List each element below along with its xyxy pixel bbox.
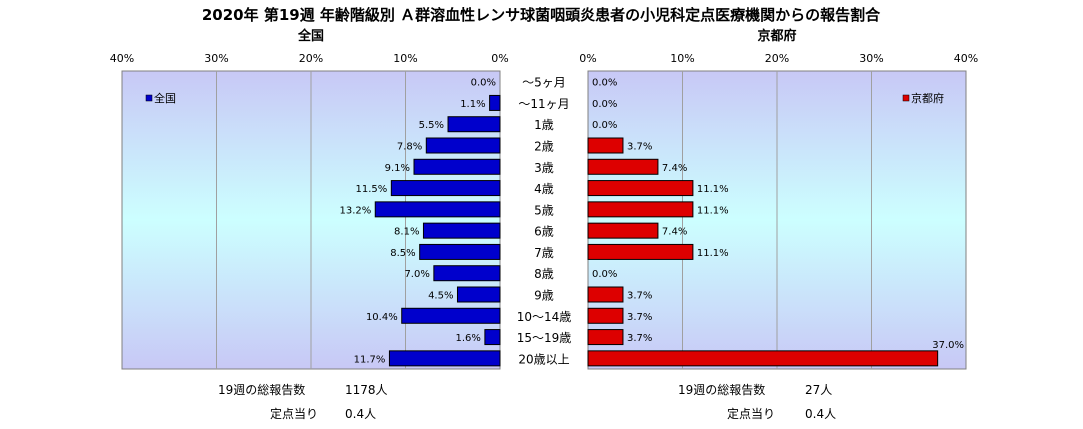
category-label: 5歳 — [534, 203, 554, 217]
bar — [587, 222, 659, 239]
panel-subtitle: 京都府 — [757, 28, 796, 44]
data-label: 11.5% — [356, 184, 388, 195]
bar — [447, 116, 501, 133]
bar — [374, 201, 501, 218]
category-label: 4歳 — [534, 182, 554, 196]
left-per-value: 0.4人 — [345, 407, 376, 421]
left-total-label: 19週の総報告数 — [218, 382, 305, 397]
bar — [587, 243, 694, 260]
left-total-value: 1178人 — [345, 383, 388, 397]
chart-footer: 19週の総報告数 1178人 定点当り 0.4人 19週の総報告数 27人 定点… — [218, 382, 836, 421]
category-label: ～5ヶ月 — [522, 76, 566, 90]
tick-label: 20% — [765, 52, 789, 65]
tick-label: 10% — [670, 52, 694, 65]
bar — [422, 222, 501, 239]
right-total-label: 19週の総報告数 — [678, 382, 765, 397]
bar — [587, 350, 939, 367]
right-per-value: 0.4人 — [805, 407, 836, 421]
data-label: 3.7% — [627, 291, 652, 302]
tick-label: 10% — [393, 52, 417, 65]
bar — [587, 307, 624, 324]
left-per-label: 定点当り — [270, 406, 318, 421]
category-labels: ～5ヶ月 ～11ヶ月 1歳 2歳 3歳 4歳 5歳 6歳 7歳 8歳 9歳 10～14歳 15～19歳 2… — [517, 76, 572, 367]
panel-kyoto: 京都府 0% 10% 20% 30% 40% 0.0% 0.0% 0.0% 3.7% 7.4% 11.… — [579, 28, 978, 370]
bar — [388, 350, 501, 367]
right-total-value: 27人 — [805, 383, 832, 397]
bar — [587, 286, 624, 303]
data-label: 10.4% — [366, 312, 398, 323]
bar — [419, 243, 501, 260]
category-label: 15～19歳 — [517, 331, 572, 345]
tick-label: 40% — [110, 52, 134, 65]
category-label: 1歳 — [534, 118, 554, 132]
data-label: 7.4% — [662, 227, 687, 238]
data-label: 3.7% — [627, 333, 652, 344]
data-label: 0.0% — [592, 269, 617, 280]
legend-label: 全国 — [154, 91, 176, 105]
data-label: 3.7% — [627, 142, 652, 153]
tick-label: 30% — [204, 52, 228, 65]
legend-swatch — [902, 94, 910, 102]
data-label: 37.0% — [932, 340, 964, 351]
tick-label: 0% — [579, 52, 596, 65]
bar — [390, 180, 501, 197]
category-label: 3歳 — [534, 161, 554, 175]
bar — [587, 329, 624, 346]
legend-swatch — [145, 94, 153, 102]
category-label: 7歳 — [534, 246, 554, 260]
category-label: 8歳 — [534, 267, 554, 281]
data-label: 3.7% — [627, 312, 652, 323]
bar — [587, 201, 694, 218]
data-label: 4.5% — [428, 291, 453, 302]
category-label: 20歳以上 — [518, 352, 569, 366]
category-label: 10～14歳 — [517, 310, 572, 324]
data-label: 9.1% — [385, 163, 410, 174]
data-label: 8.5% — [390, 248, 415, 259]
category-label: 2歳 — [534, 140, 554, 154]
legend-label: 京都府 — [911, 91, 944, 105]
data-label: 0.0% — [592, 120, 617, 131]
panel-subtitle: 全国 — [297, 28, 324, 44]
tick-label: 40% — [954, 52, 978, 65]
category-label: 6歳 — [534, 225, 554, 239]
data-label: 7.0% — [404, 269, 429, 280]
data-label: 11.1% — [697, 205, 729, 216]
bar — [413, 158, 501, 175]
data-label: 11.7% — [354, 354, 386, 365]
bar — [587, 137, 624, 154]
bar — [587, 180, 694, 197]
bar — [425, 137, 501, 154]
bar — [587, 158, 659, 175]
data-label: 0.0% — [592, 78, 617, 89]
chart-panels: 全国 0% 10% 20% 30% 40% 0.0% 1.1% 5.5% 7.8% 9.1% 11.5… — [110, 28, 978, 370]
bar — [433, 265, 501, 282]
panel-national: 全国 0% 10% 20% 30% 40% 0.0% 1.1% 5.5% 7.8% 9.1% 11.5… — [110, 28, 509, 370]
category-label: 9歳 — [534, 289, 554, 303]
data-label: 7.8% — [397, 142, 422, 153]
tick-label: 30% — [859, 52, 883, 65]
bar — [456, 286, 501, 303]
tick-label: 20% — [299, 52, 323, 65]
data-label: 11.1% — [697, 184, 729, 195]
tick-label: 0% — [491, 52, 508, 65]
data-label: 1.1% — [460, 99, 485, 110]
data-label: 13.2% — [339, 205, 371, 216]
bar — [484, 329, 501, 346]
data-label: 7.4% — [662, 163, 687, 174]
bar — [489, 94, 501, 111]
data-label: 11.1% — [697, 248, 729, 259]
bar — [401, 307, 501, 324]
chart-title: 2020年 第19週 年齢階級別 Ａ群溶血性レンサ球菌咽頭炎患者の小児科定点医療… — [202, 6, 881, 24]
data-label: 5.5% — [419, 120, 444, 131]
data-label: 0.0% — [592, 99, 617, 110]
data-label: 1.6% — [455, 333, 480, 344]
data-label: 0.0% — [471, 78, 496, 89]
category-label: ～11ヶ月 — [518, 97, 569, 111]
data-label: 8.1% — [394, 227, 419, 238]
right-per-label: 定点当り — [727, 406, 775, 421]
